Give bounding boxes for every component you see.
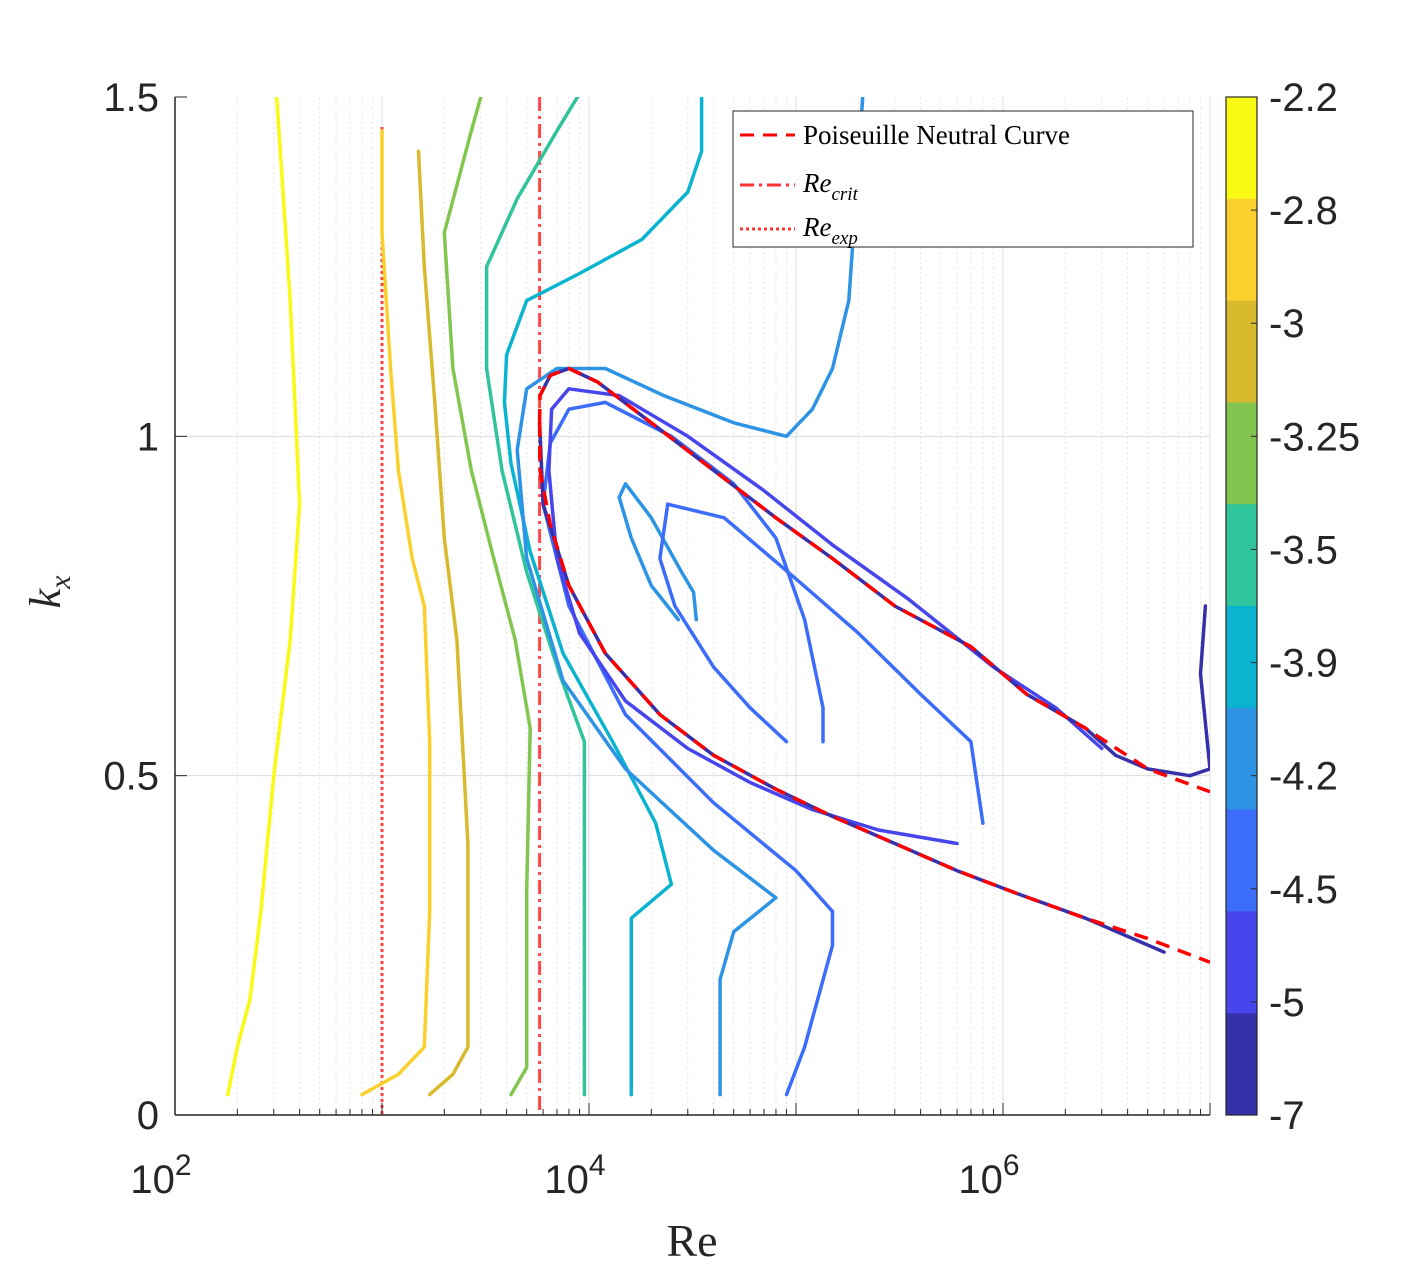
- colorbar-swatch: [1226, 1013, 1257, 1116]
- x-tick-label: 102: [130, 1149, 191, 1202]
- y-tick-label: 0.5: [103, 755, 159, 799]
- legend: Poiseuille Neutral Curve Recrit Reexp: [732, 110, 1194, 249]
- colorbar-swatch: [1226, 606, 1257, 709]
- contour-line-1: [360, 129, 432, 1097]
- y-axis-label: kx: [21, 575, 77, 609]
- colorbar-swatch: [1226, 300, 1257, 403]
- neutral-curve-upper: [537, 366, 1210, 794]
- colorbar-label: -4.5: [1269, 868, 1338, 912]
- x-tick-label: 106: [958, 1149, 1019, 1202]
- contour-line-9: [658, 502, 985, 825]
- contour-line-6: [515, 97, 865, 1097]
- axes: [174, 96, 1211, 1116]
- colorbar-label: -2.8: [1269, 189, 1338, 233]
- contour-line-10: [547, 387, 1104, 846]
- y-tick-label: 0: [137, 1094, 159, 1138]
- contour-line-3: [442, 97, 532, 1097]
- colorbar-label: -4.2: [1269, 755, 1338, 799]
- contour-line-0: [226, 97, 302, 1097]
- neutral-curve-lower: [537, 422, 1210, 964]
- plot-area: [175, 97, 1210, 1115]
- y-tick-label: 1.5: [103, 76, 159, 120]
- colorbar-swatch: [1226, 809, 1257, 912]
- x-tick-label: 104: [544, 1149, 605, 1202]
- colorbar-label: -3.25: [1269, 415, 1360, 459]
- colorbar-swatch: [1226, 707, 1257, 811]
- legend-label-recrit: Recrit: [802, 168, 859, 205]
- contour-line-5: [502, 97, 704, 1097]
- colorbar-swatch: [1226, 504, 1257, 607]
- legend-box: [732, 110, 1194, 248]
- contour-line-8: [541, 400, 835, 1097]
- colorbar-swatch: [1226, 97, 1257, 200]
- colorbar-swatch: [1226, 402, 1257, 505]
- y-tick-label: 1: [137, 415, 159, 459]
- contour-line-4: [484, 97, 587, 1097]
- reference-lines: [380, 97, 542, 1115]
- colorbar-label: -3.5: [1269, 528, 1338, 572]
- contour-line-7: [617, 482, 699, 622]
- colorbar: -2.2 -2.8 -3 -3.25 -3.5 -3.9 -4.2 -4.5 -5 -7: [1225, 76, 1360, 1138]
- contour-line-2: [416, 149, 470, 1097]
- colorbar-label: -5: [1269, 981, 1305, 1025]
- colorbar-swatch: [1226, 911, 1257, 1014]
- legend-label-reexp: Reexp: [802, 212, 858, 249]
- colorbar-label: -3.9: [1269, 642, 1338, 686]
- colorbar-label: -2.2: [1269, 76, 1338, 120]
- colorbar-label: -3: [1269, 302, 1305, 346]
- x-axis-label: Re: [666, 1215, 717, 1266]
- colorbar-swatch: [1226, 198, 1257, 302]
- colorbar-label: -7: [1269, 1094, 1305, 1138]
- legend-label-neutral: Poiseuille Neutral Curve: [803, 120, 1070, 150]
- tick-labels: 0 0.5 1 1.5 102 104 106: [103, 76, 1019, 1202]
- colorbar-frame: [1225, 96, 1258, 1116]
- neutral-curve-group: [537, 366, 1210, 964]
